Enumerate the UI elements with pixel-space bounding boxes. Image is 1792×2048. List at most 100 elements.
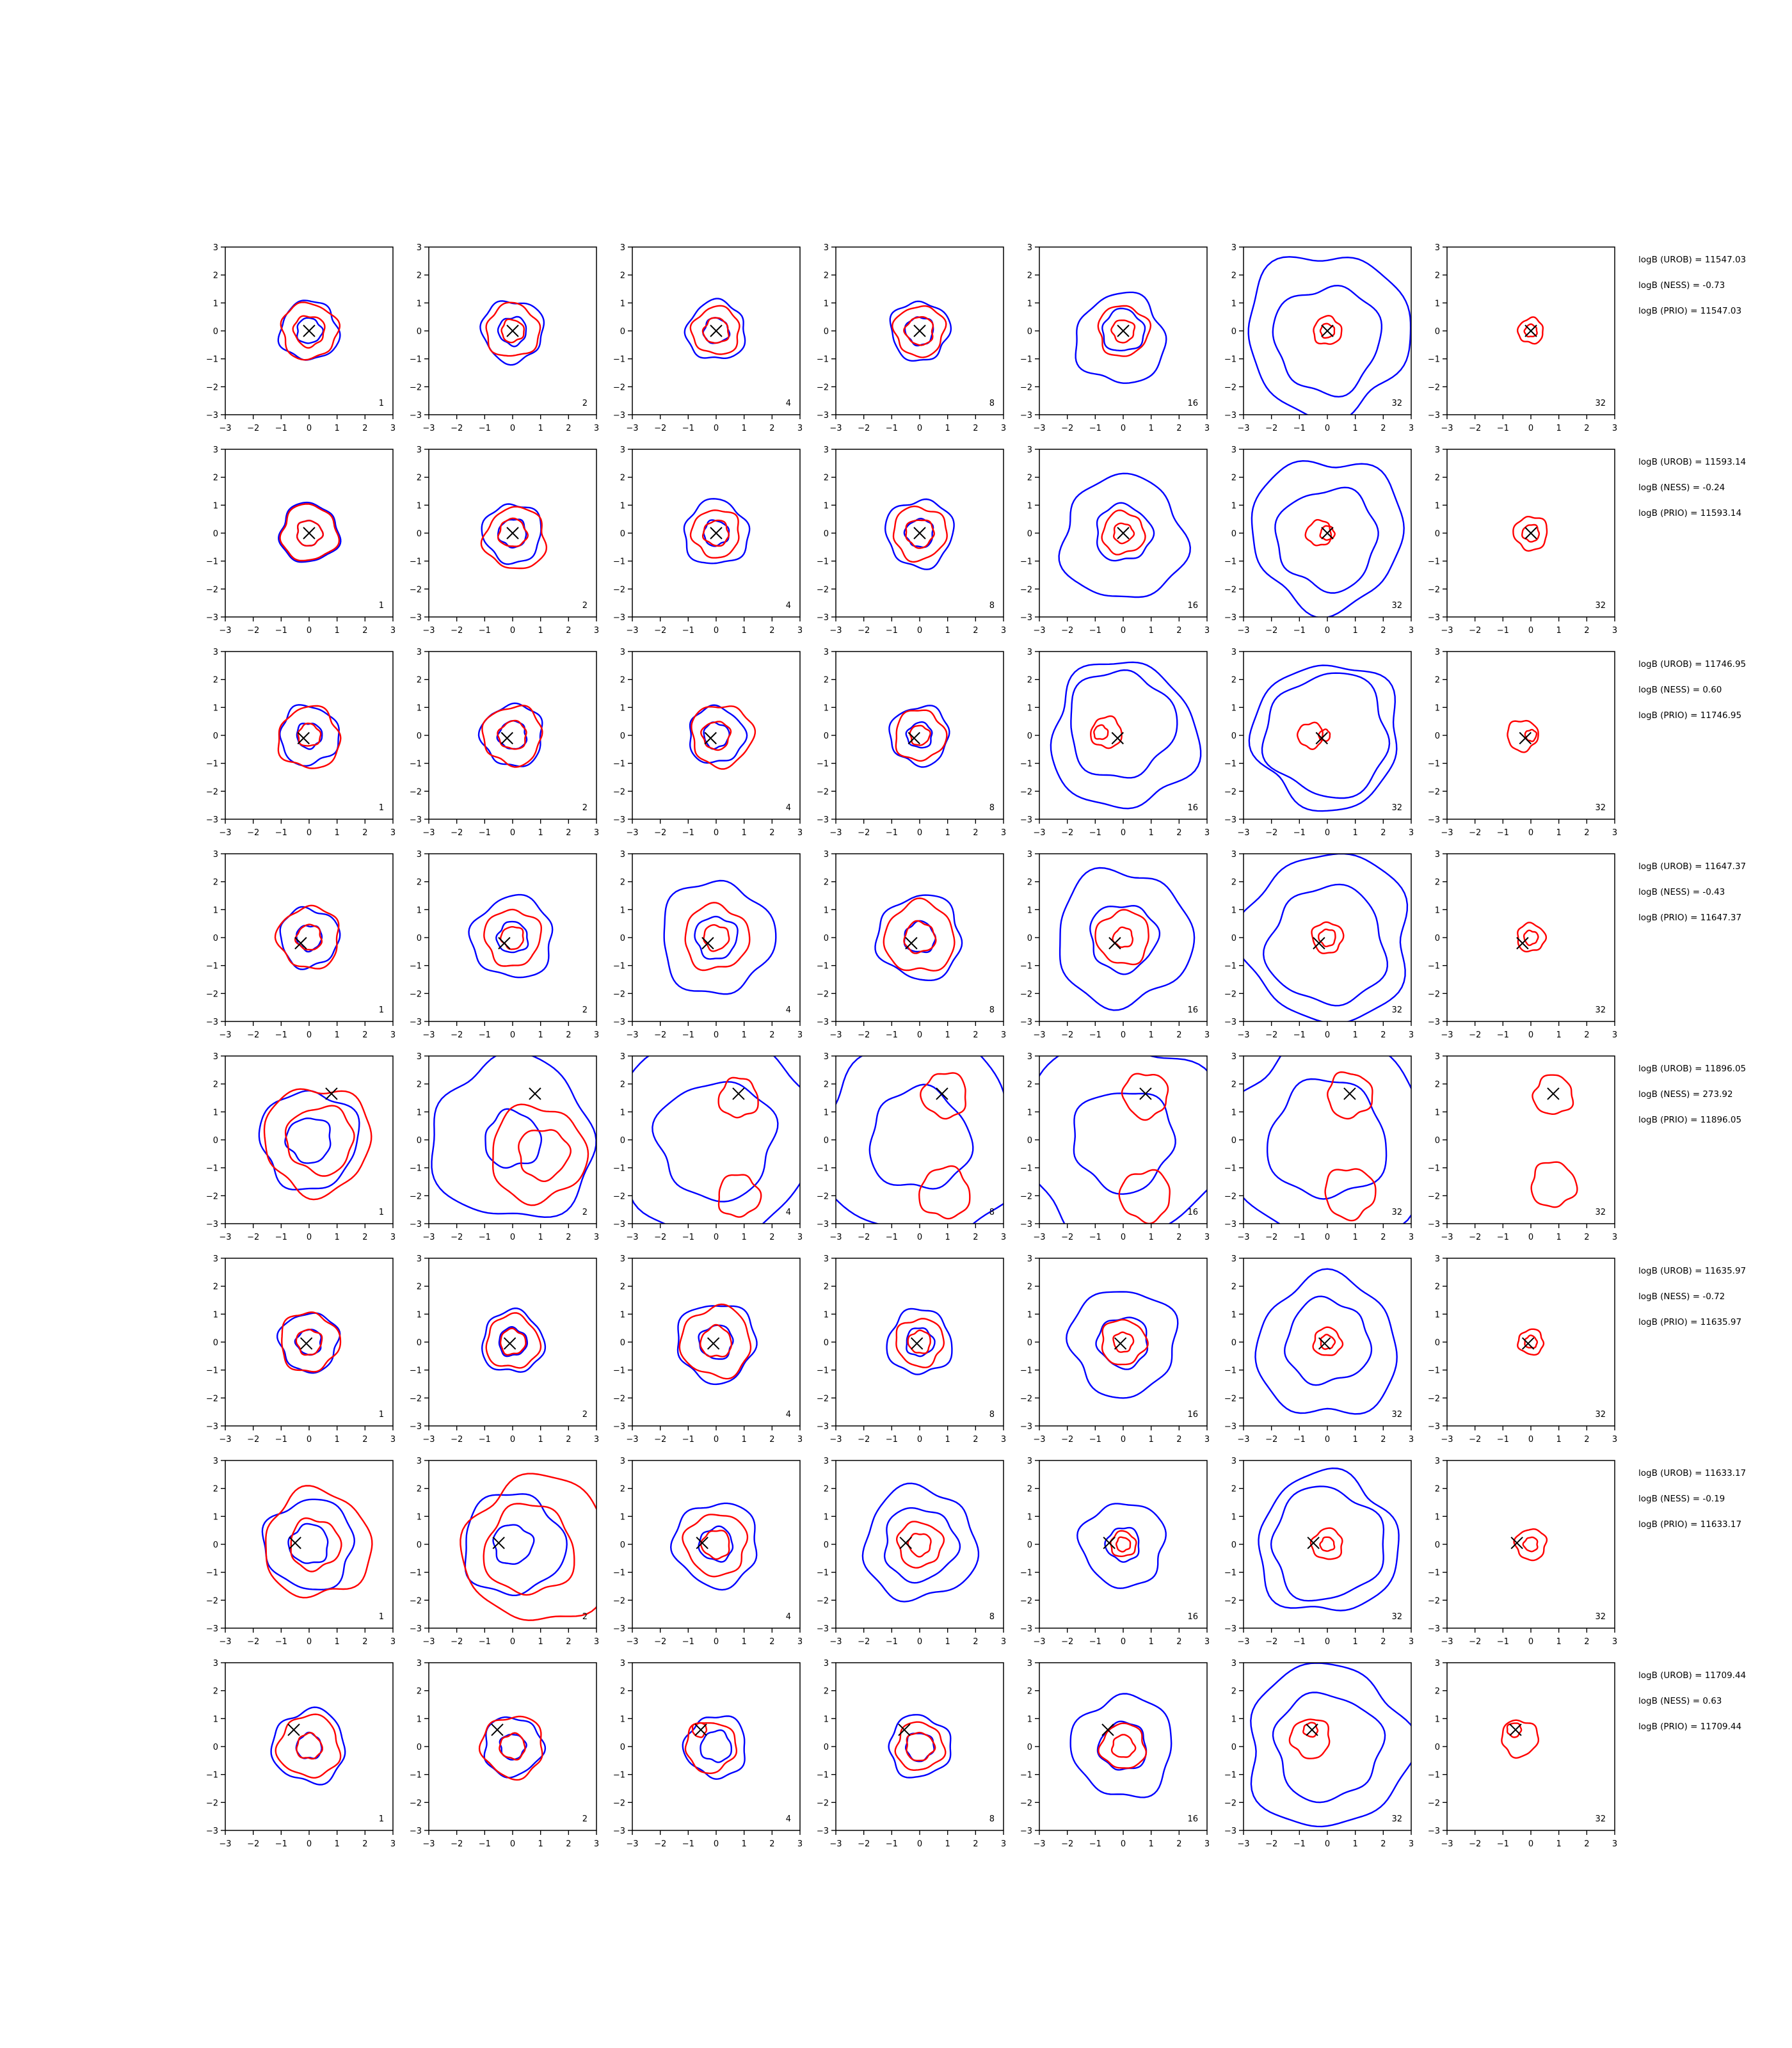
- blue-contour: [1274, 486, 1379, 594]
- panel-contours: [261, 1485, 373, 1599]
- x-tick-label: −3: [1237, 1233, 1249, 1242]
- blue-contour: [1247, 256, 1411, 415]
- y-tick-label: 2: [417, 1687, 422, 1697]
- x-tick-label: −1: [682, 1637, 694, 1647]
- x-tick-label: 0: [917, 1839, 922, 1849]
- x-tick-label: −3: [219, 424, 231, 433]
- red-contour: [903, 316, 934, 346]
- y-tick-label: 3: [1231, 1659, 1236, 1668]
- y-tick-label: −2: [1020, 585, 1032, 595]
- x-tick-label: 2: [769, 1233, 774, 1242]
- x-tick-label: −1: [479, 1637, 491, 1647]
- y-tick-label: 3: [213, 1457, 218, 1466]
- x-tick-label: 1: [335, 1637, 340, 1647]
- x-tick-label: 0: [917, 626, 922, 636]
- y-tick-label: −3: [613, 1624, 625, 1634]
- panel-r2-c7: −3−3 −2 −2 −1 −1 0 0 1 1 2 2 3 3 32: [1428, 445, 1617, 636]
- red-contour: [481, 705, 543, 768]
- row-stat-text: logB (PRIO) = 11547.03: [1638, 306, 1741, 316]
- y-tick-label: 3: [620, 1457, 625, 1466]
- x-tick-label: −1: [275, 1233, 287, 1242]
- y-tick-label: −3: [410, 1422, 422, 1432]
- y-tick-label: −1: [1224, 1771, 1236, 1780]
- blue-contour: [676, 1305, 758, 1386]
- y-tick-label: −3: [1428, 1827, 1440, 1836]
- red-contour: [460, 1473, 596, 1621]
- x-tick-label: −1: [1497, 1233, 1509, 1242]
- y-tick-label: 0: [1435, 1743, 1440, 1752]
- y-tick-label: 1: [1231, 1310, 1236, 1320]
- panel-r1-c1: −3−3 −2 −2 −1 −1 0 0 1 1 2 2 3 3 1: [206, 243, 396, 433]
- axes-frame: [632, 1258, 801, 1427]
- panel-r3-c7: −3−3 −2 −2 −1 −1 0 0 1 1 2 2 3 3 32: [1428, 648, 1617, 838]
- red-contour: [895, 709, 948, 762]
- red-contour: [906, 1731, 936, 1762]
- y-tick-label: −2: [410, 1596, 422, 1606]
- y-tick-label: −1: [1224, 355, 1236, 365]
- y-tick-label: −1: [1020, 760, 1032, 769]
- panel-label: 2: [582, 601, 588, 611]
- blue-contour: [261, 1498, 356, 1591]
- x-tick-label: −2: [247, 1637, 259, 1647]
- axes-frame: [428, 1055, 597, 1224]
- x-tick-label: −2: [1061, 1233, 1073, 1242]
- x-marker: [1524, 527, 1537, 540]
- y-tick-label: −1: [817, 1164, 829, 1174]
- row-stat-text: logB (PRIO) = 11635.97: [1638, 1317, 1741, 1327]
- red-contour: [1309, 1527, 1343, 1560]
- x-tick-label: 1: [742, 424, 747, 433]
- panel-contours: [1507, 719, 1539, 753]
- y-tick-label: −2: [1020, 383, 1032, 392]
- x-tick-label: −1: [886, 1839, 898, 1849]
- red-contour: [1311, 921, 1345, 954]
- x-tick-label: 3: [797, 1839, 803, 1849]
- y-tick-label: 2: [1231, 474, 1236, 483]
- x-tick-label: −3: [219, 1637, 231, 1647]
- y-tick-label: 0: [1027, 1540, 1032, 1550]
- x-tick-label: −2: [247, 828, 259, 838]
- y-tick-label: −1: [410, 355, 422, 365]
- y-tick-label: −3: [410, 1220, 422, 1229]
- x-tick-label: −3: [626, 1435, 638, 1444]
- x-tick-label: −2: [654, 1233, 666, 1242]
- panel-label: 1: [379, 1410, 384, 1420]
- panel-contours: [1516, 922, 1548, 953]
- panel-r5-c5: −3−3 −2 −2 −1 −1 0 0 1 1 2 2 3 3 16: [1020, 1052, 1210, 1242]
- y-tick-label: 0: [1027, 1338, 1032, 1348]
- x-tick-label: 0: [1121, 828, 1126, 838]
- x-tick-label: −1: [1497, 1030, 1509, 1040]
- axes-frame: [1243, 1460, 1412, 1629]
- x-tick-label: 3: [594, 828, 599, 838]
- y-tick-label: 0: [417, 1136, 422, 1146]
- y-tick-label: −2: [410, 585, 422, 595]
- y-tick-label: −2: [613, 1192, 625, 1201]
- red-contour: [682, 1514, 749, 1578]
- x-tick-label: −3: [1237, 424, 1249, 433]
- x-tick-label: 2: [769, 1839, 774, 1849]
- x-tick-label: −2: [858, 1637, 870, 1647]
- y-tick-label: −3: [817, 1422, 829, 1432]
- red-contour: [918, 1165, 971, 1220]
- red-contour: [1110, 319, 1136, 344]
- blue-contour: [1096, 1720, 1148, 1771]
- red-contour: [1097, 305, 1152, 357]
- panel-r4-c6: −3−3 −2 −2 −1 −1 0 0 1 1 2 2 3 3 32: [1224, 850, 1414, 1040]
- y-tick-label: −2: [1224, 787, 1236, 797]
- x-tick-label: −1: [1089, 1030, 1101, 1040]
- y-tick-label: 3: [213, 243, 218, 253]
- row-stat-text: logB (NESS) = 0.63: [1638, 1696, 1722, 1706]
- x-tick-label: 2: [1380, 626, 1386, 636]
- y-tick-label: 0: [1231, 1136, 1236, 1146]
- y-tick-label: 3: [1027, 1254, 1032, 1264]
- y-tick-label: 3: [620, 1254, 625, 1264]
- x-tick-label: 3: [797, 1637, 803, 1647]
- red-contour: [483, 908, 543, 967]
- panel-contours: [1512, 516, 1548, 552]
- red-contour: [920, 1072, 966, 1120]
- x-tick-label: 1: [1149, 1435, 1154, 1444]
- x-tick-label: −3: [422, 626, 435, 636]
- y-tick-label: −2: [1428, 1596, 1440, 1606]
- panel-label: 8: [989, 1410, 995, 1420]
- y-tick-label: 0: [213, 1743, 218, 1752]
- panel-r3-c4: −3−3 −2 −2 −1 −1 0 0 1 1 2 2 3 3 8: [817, 648, 1006, 838]
